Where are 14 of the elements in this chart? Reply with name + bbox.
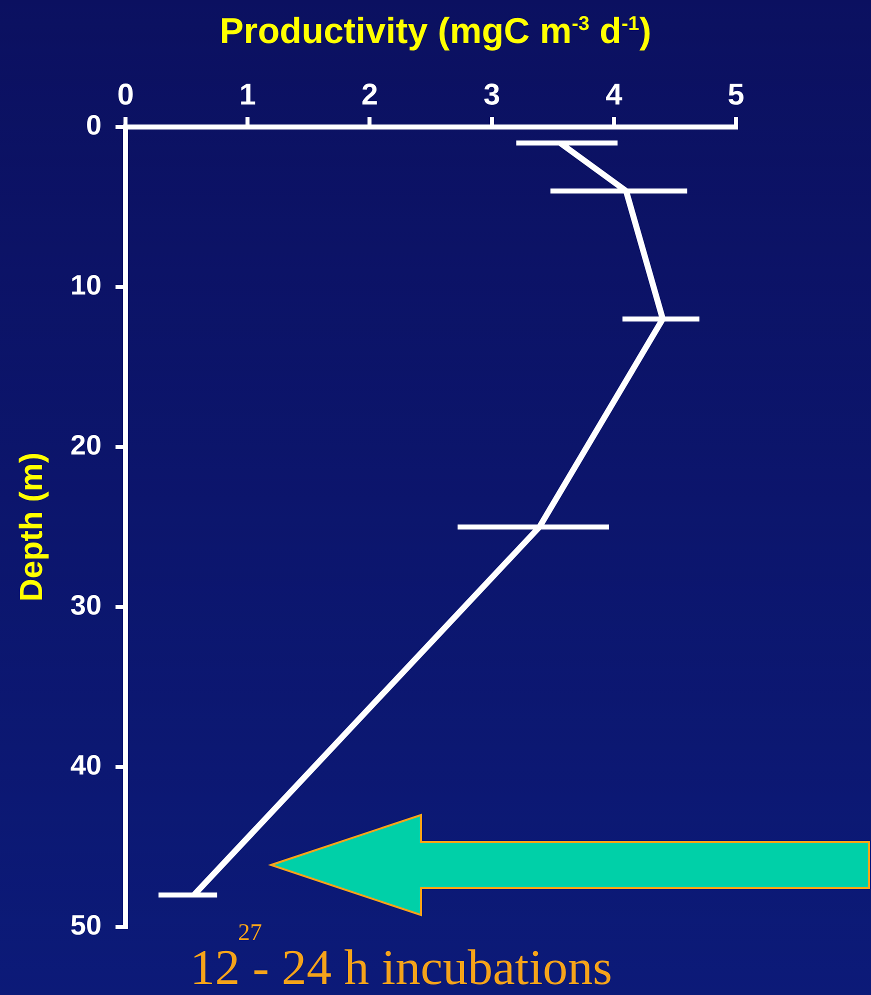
- x-axis-title: Productivity (mgC m$^{-3}$ d$^{-1}$): [218, 10, 652, 52]
- y-tick-label: 40: [70, 750, 102, 781]
- x-tick-label: 1: [239, 78, 256, 112]
- x-tick-label: 3: [483, 78, 500, 112]
- x-tick-label: 0: [117, 78, 134, 112]
- y-tick-label: 30: [70, 590, 102, 621]
- x-tick-label: 5: [728, 78, 744, 112]
- x-tick-label: 4: [606, 78, 623, 112]
- y-tick-label: 0: [86, 110, 102, 141]
- y-tick-label: 10: [70, 270, 102, 301]
- y-tick-label: 20: [70, 430, 102, 461]
- y-tick-label: 50: [70, 910, 102, 941]
- x-tick-label: 2: [361, 78, 378, 112]
- y-axis-title: Depth (m): [13, 452, 50, 602]
